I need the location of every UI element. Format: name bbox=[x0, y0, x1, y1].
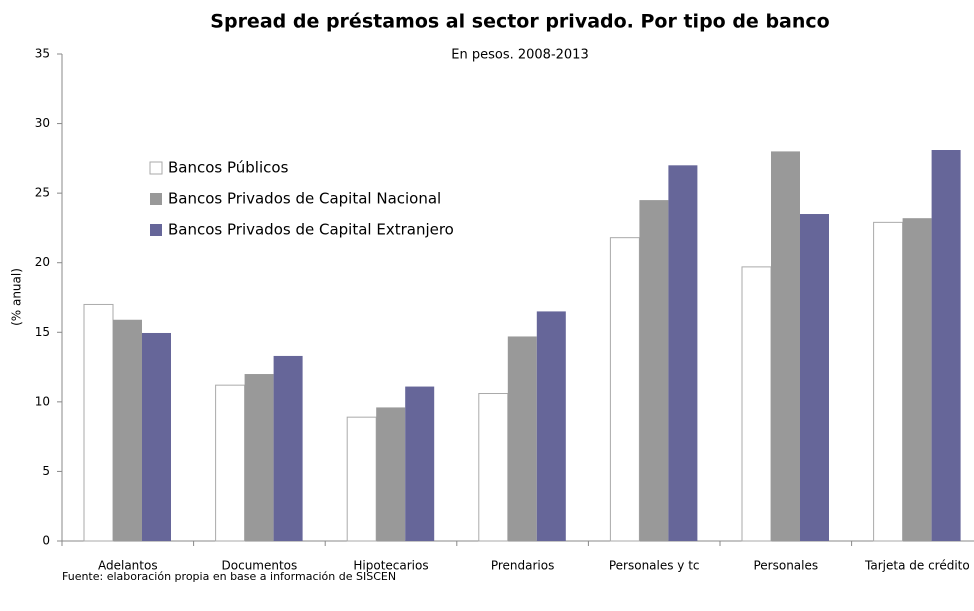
bar bbox=[741, 266, 772, 542]
bar bbox=[142, 332, 171, 541]
chart-subtitle: En pesos. 2008-2013 bbox=[451, 48, 588, 63]
bar bbox=[215, 384, 246, 542]
bar bbox=[405, 386, 435, 541]
legend-label: Bancos Privados de Capital Extranjero bbox=[168, 221, 454, 239]
x-tick-label: Hipotecarios bbox=[353, 559, 428, 573]
bar bbox=[478, 393, 509, 542]
y-tick-label: 15 bbox=[35, 325, 50, 339]
x-tick-label: Personales y tc bbox=[609, 559, 700, 573]
legend-swatch bbox=[150, 193, 162, 205]
bar bbox=[376, 407, 406, 541]
legend-label: Bancos Públicos bbox=[168, 159, 289, 177]
bar bbox=[536, 311, 566, 541]
y-tick-label: 30 bbox=[35, 116, 50, 130]
bar bbox=[668, 165, 698, 542]
x-tick-label: Prendarios bbox=[491, 559, 555, 573]
bar bbox=[639, 200, 669, 541]
bar bbox=[609, 237, 640, 542]
source-note: Fuente: elaboración propia en base a inf… bbox=[62, 570, 396, 583]
bar bbox=[771, 151, 800, 541]
x-tick-label: Personales bbox=[753, 559, 818, 573]
bar bbox=[873, 221, 904, 542]
bar bbox=[346, 416, 377, 542]
y-tick-label: 20 bbox=[35, 255, 50, 269]
chart-title: Spread de préstamos al sector privado. P… bbox=[210, 11, 829, 33]
legend-swatch bbox=[150, 224, 162, 236]
bar bbox=[800, 214, 829, 541]
legend-swatch bbox=[149, 161, 163, 175]
y-tick-label: 25 bbox=[35, 186, 50, 200]
legend-label: Bancos Privados de Capital Nacional bbox=[168, 190, 441, 208]
x-tick-label: Adelantos bbox=[98, 559, 158, 573]
bar bbox=[931, 150, 961, 541]
y-axis-label: (% anual) bbox=[10, 268, 24, 326]
y-tick-label: 5 bbox=[42, 464, 50, 478]
y-tick-label: 35 bbox=[35, 47, 50, 61]
bar bbox=[113, 319, 142, 541]
bar bbox=[273, 355, 303, 541]
y-tick-label: 10 bbox=[35, 394, 50, 408]
bar bbox=[244, 374, 274, 541]
x-tick-label: Documentos bbox=[222, 559, 298, 573]
x-tick-label: Tarjeta de crédito bbox=[864, 559, 970, 573]
bar bbox=[507, 336, 537, 541]
bar bbox=[902, 218, 932, 541]
bar bbox=[83, 303, 114, 542]
y-tick-label: 0 bbox=[42, 534, 50, 548]
